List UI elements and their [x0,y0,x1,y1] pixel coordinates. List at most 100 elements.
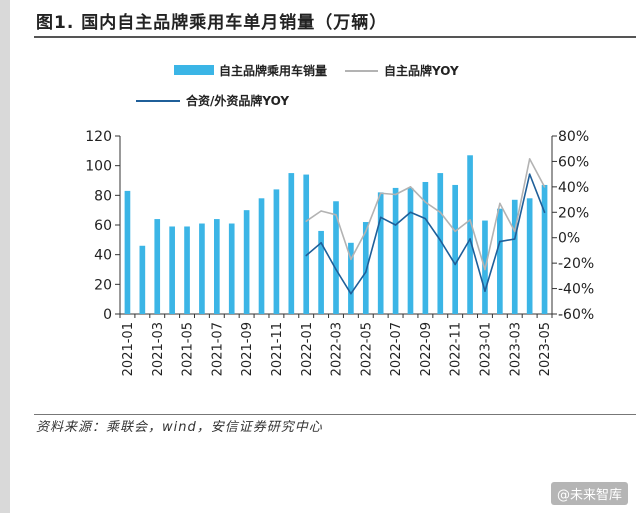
line-jv-point-2022-07 [394,224,397,226]
x-tick-label: 2023-05 [538,322,553,376]
bar-2021-07 [213,219,220,314]
y-left-tick-label: 100 [85,159,112,175]
source-note: 资料来源：乘联会，wind，安信证券研究中心 [36,420,323,435]
x-tick-label: 2022-09 [419,322,434,376]
bar-2023-03 [511,199,518,314]
bar-2021-10 [258,198,265,314]
x-tick-label: 2021-11 [270,322,285,376]
bar-2022-04 [348,242,354,314]
title-divider [34,36,636,38]
y-right-tick-label: 60% [558,154,589,170]
bar-2022-05 [362,222,369,314]
y-left-tick-label: 0 [103,307,112,323]
bar-2021-05 [184,226,190,314]
line-yoy-point-2022-02 [320,210,322,212]
line-yoy-point-2022-05 [364,230,367,233]
axes: 0 20 40 60 80 100 120 -60% -40% -20% 0% 20% 40% 60% 80… [85,129,594,376]
line-yoy-point-2022-06 [379,192,382,195]
x-tick-label: 2022-01 [300,322,315,376]
bar-2021-01 [124,190,131,314]
line-jv-point-2022-03 [335,268,337,271]
legend-label-yoy: 自主品牌YOY [384,63,459,78]
line-yoy-point-2023-02 [499,202,501,205]
footer-divider [34,414,636,415]
bar-2022-07 [392,187,399,314]
y-right-tick-label: 0% [558,231,580,247]
x-tick-label: 2023-01 [479,322,494,376]
bar-2021-06 [199,223,205,314]
line-jv-point-2022-08 [409,211,412,214]
line-jv-point-2023-01 [484,290,486,292]
x-tick-label: 2021-07 [210,322,225,376]
legend-label-jv: 合资/外资品牌YOY [186,93,289,108]
legend-swatch-bar [174,65,214,75]
x-tick-label: 2023-03 [508,322,523,376]
line-yoy-point-2022-11 [454,230,456,233]
y-left-tick-label: 120 [85,129,112,145]
line-yoy-point-2023-04 [528,158,531,160]
line-jv-point-2022-11 [454,263,456,266]
x-tick-label: 2022-11 [449,322,464,376]
bar-2021-03 [154,219,161,314]
bar-2021-11 [273,189,280,314]
line-yoy-point-2023-03 [513,230,516,233]
bar-2022-10 [437,173,444,314]
bar-2021-02 [139,245,146,314]
y-right-tick-label: 20% [558,205,589,221]
y-right-tick-label: -40% [558,282,594,298]
bar-2022-08 [407,187,414,314]
y-left-tick-label: 60 [94,218,112,234]
y-right-tick-label: -60% [558,307,594,323]
bar-2023-04 [526,198,533,314]
line-jv-point-2023-04 [528,173,531,175]
line-yoy-point-2022-04 [350,258,352,261]
bar-2021-04 [169,226,175,314]
x-tick-label: 2022-05 [359,322,374,376]
watermark: @未来智库 [550,482,628,505]
legend-label-bar: 自主品牌乘用车销量 [219,63,327,78]
bar-2022-03 [333,201,339,314]
bar-2022-09 [422,181,429,314]
x-tick-label: 2021-09 [240,322,255,376]
bar-2022-06 [377,192,384,314]
x-tick-label: 2021-03 [151,322,166,376]
line-yoy-point-2023-01 [484,268,486,271]
bar-2021-09 [243,210,250,314]
line-jv-point-2022-06 [379,216,382,219]
y-left-tick-label: 40 [94,248,112,264]
line-jv-point-2023-05 [543,211,546,214]
line-jv-point-2022-12 [469,238,471,240]
x-tick-label: 2021-01 [121,322,136,376]
bar-2021-12 [288,173,295,314]
y-right-tick-label: 80% [558,129,589,145]
y-right-tick-label: -20% [558,256,594,272]
line-yoy-point-2022-03 [335,214,337,216]
line-series [305,158,546,295]
bar-2022-01 [303,174,310,314]
y-left-tick-label: 80 [94,188,112,204]
line-jv-point-2022-01 [305,254,308,257]
line-jv-point-2022-09 [424,217,427,220]
line-yoy-point-2022-08 [409,186,412,188]
bar-2022-11 [452,184,459,314]
bar-2023-02 [497,208,503,314]
x-tick-label: 2022-03 [330,322,345,376]
x-tick-label: 2021-05 [181,322,196,376]
line-jv-point-2022-02 [320,242,322,244]
line-yoy-point-2022-12 [469,219,471,221]
y-right-tick-label: 40% [558,180,589,196]
page-left-edge [0,0,10,513]
line-jv-point-2023-02 [499,240,501,243]
line-yoy-point-2023-05 [543,186,546,188]
line-yoy-point-2022-07 [394,193,397,196]
bar-2022-02 [318,230,324,314]
chart-title: 图1. 国内自主品牌乘用车单月销量（万辆） [36,13,388,33]
line-jv-point-2022-05 [364,271,367,273]
bar-2023-05 [541,184,548,314]
y-left-tick-label: 20 [94,277,112,293]
bar-2021-08 [228,223,235,314]
line-jv-point-2023-03 [513,238,516,240]
bar-2022-12 [467,155,473,314]
line-yoy-point-2022-10 [439,211,442,214]
